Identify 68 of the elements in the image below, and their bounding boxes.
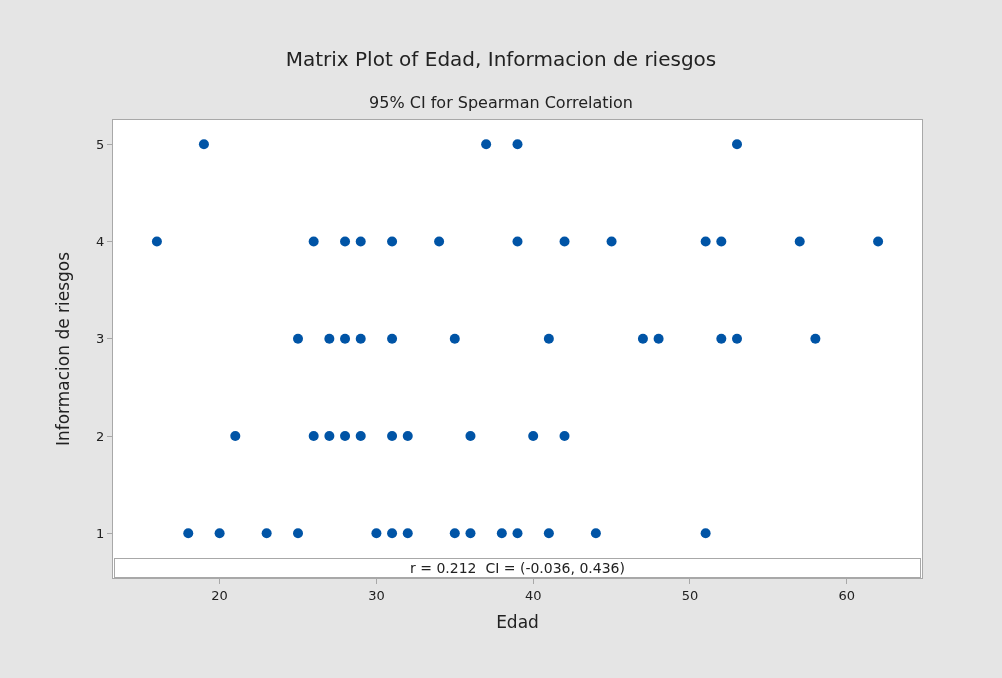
point: [340, 431, 351, 442]
point: [512, 236, 523, 247]
point: [387, 431, 398, 442]
x-tick-label: 30: [368, 587, 385, 603]
chart-title: Matrix Plot of Edad, Informacion de riesgos: [285, 47, 717, 71]
point: [559, 236, 570, 247]
point: [324, 431, 335, 442]
y-tick-label: 5: [96, 136, 105, 152]
annotation: r = 0.212 CI = (-0.036, 0.436): [410, 560, 625, 576]
point: [340, 333, 351, 344]
point: [387, 333, 398, 344]
point: [528, 431, 539, 442]
point: [371, 528, 382, 539]
point: [449, 528, 460, 539]
point: [732, 333, 742, 344]
y-tick-label: 3: [96, 331, 105, 347]
point: [512, 528, 523, 539]
point: [543, 333, 554, 344]
point: [308, 236, 319, 247]
point: [653, 333, 664, 344]
point: [324, 333, 335, 344]
x-tick-label: 50: [681, 587, 699, 603]
point: [308, 431, 319, 442]
y-tick-label: 2: [96, 428, 105, 444]
point: [559, 431, 570, 442]
point: [198, 139, 209, 150]
x-tick-label: 20: [211, 587, 228, 603]
chart-subtitle: 95% CI for Spearman Correlation: [369, 92, 633, 112]
point: [512, 139, 523, 150]
y-tick-label: 1: [96, 525, 105, 541]
point: [387, 528, 398, 539]
point: [732, 139, 742, 150]
point: [496, 528, 507, 539]
point: [434, 236, 445, 247]
point: [151, 236, 162, 247]
point: [293, 333, 303, 344]
x-axis-title: Edad: [496, 612, 539, 632]
point: [700, 528, 711, 539]
y-tick-label: 4: [96, 234, 105, 250]
point: [700, 236, 711, 247]
y-axis-title: Informacion de riesgos: [52, 251, 73, 447]
point: [183, 528, 194, 539]
point: [230, 431, 241, 442]
point: [402, 528, 413, 539]
point: [873, 236, 884, 247]
point: [481, 139, 492, 150]
point: [449, 333, 460, 344]
point: [590, 528, 601, 539]
point: [637, 333, 648, 344]
point: [355, 333, 366, 344]
x-tick-label: 60: [838, 587, 856, 603]
point: [340, 236, 351, 247]
point: [387, 236, 398, 247]
point: [794, 236, 805, 247]
point: [716, 236, 727, 247]
point: [465, 431, 476, 442]
point: [810, 333, 821, 344]
point: [355, 431, 366, 442]
point: [543, 528, 554, 539]
point: [465, 528, 476, 539]
point: [606, 236, 617, 247]
x-tick-label: 40: [524, 587, 542, 603]
point: [214, 528, 225, 539]
point: [355, 236, 366, 247]
point: [402, 431, 413, 442]
point: [293, 528, 303, 539]
point: [716, 333, 727, 344]
point: [261, 528, 272, 539]
